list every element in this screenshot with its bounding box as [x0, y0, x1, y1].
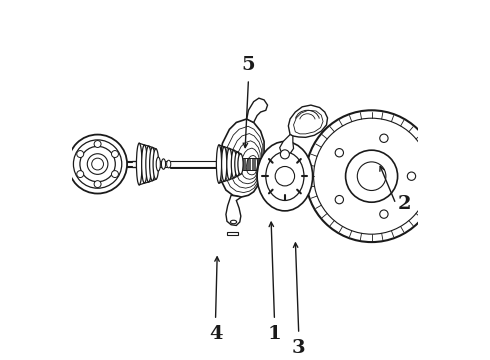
Ellipse shape: [142, 145, 147, 183]
Polygon shape: [246, 156, 258, 175]
Polygon shape: [224, 126, 263, 193]
Text: 1: 1: [268, 325, 281, 343]
Polygon shape: [230, 134, 262, 188]
Circle shape: [112, 150, 119, 157]
Ellipse shape: [266, 152, 304, 201]
Ellipse shape: [146, 146, 151, 182]
Circle shape: [87, 154, 108, 174]
Circle shape: [112, 171, 119, 177]
Ellipse shape: [167, 160, 171, 168]
Circle shape: [357, 162, 386, 190]
Circle shape: [94, 181, 101, 188]
Circle shape: [345, 150, 397, 202]
Circle shape: [94, 140, 101, 148]
Circle shape: [77, 150, 84, 157]
Polygon shape: [247, 98, 268, 122]
Ellipse shape: [156, 157, 160, 171]
Circle shape: [380, 210, 388, 218]
Polygon shape: [241, 148, 259, 179]
Ellipse shape: [221, 147, 227, 181]
Ellipse shape: [235, 152, 240, 176]
Text: 4: 4: [209, 325, 222, 343]
Ellipse shape: [217, 145, 221, 183]
Text: 5: 5: [242, 56, 255, 74]
Circle shape: [280, 150, 290, 159]
Ellipse shape: [227, 148, 232, 180]
Polygon shape: [280, 135, 294, 155]
Ellipse shape: [231, 150, 237, 178]
Circle shape: [335, 195, 343, 204]
Polygon shape: [294, 110, 323, 134]
Ellipse shape: [153, 149, 159, 179]
Ellipse shape: [136, 143, 142, 185]
Text: 3: 3: [292, 339, 306, 357]
Polygon shape: [235, 141, 260, 184]
Circle shape: [335, 149, 343, 157]
Polygon shape: [226, 195, 242, 225]
Polygon shape: [288, 105, 327, 138]
Circle shape: [380, 134, 388, 143]
Ellipse shape: [257, 141, 313, 211]
Ellipse shape: [230, 220, 237, 224]
Circle shape: [80, 147, 115, 182]
Circle shape: [74, 140, 122, 188]
Ellipse shape: [161, 159, 166, 169]
Circle shape: [92, 158, 103, 170]
Ellipse shape: [238, 154, 243, 175]
Polygon shape: [219, 119, 264, 197]
Circle shape: [407, 172, 416, 180]
Polygon shape: [227, 232, 238, 235]
Ellipse shape: [149, 147, 155, 181]
Text: 2: 2: [398, 195, 411, 213]
Circle shape: [306, 110, 438, 242]
Circle shape: [77, 171, 84, 177]
Circle shape: [68, 135, 127, 194]
Circle shape: [275, 166, 294, 186]
